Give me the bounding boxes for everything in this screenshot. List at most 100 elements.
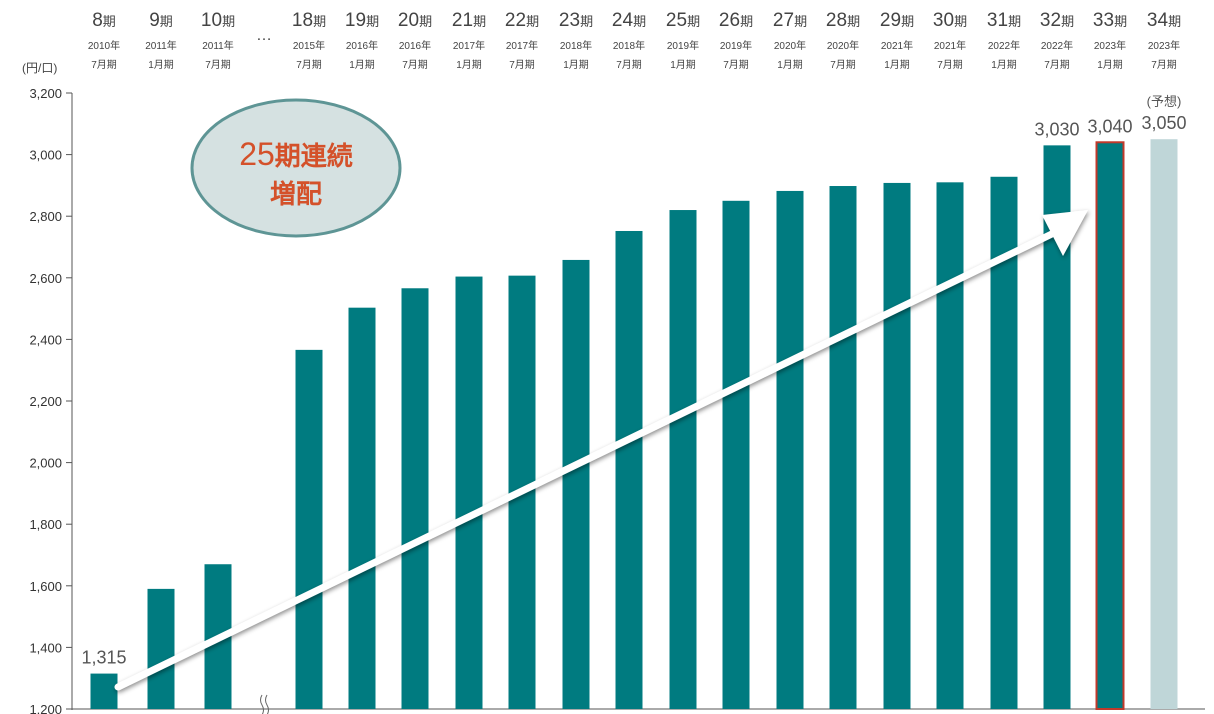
svg-text:25期連続: 25期連続 (239, 136, 353, 172)
period-suffix: 期 (103, 14, 116, 29)
period-suffix: 期 (313, 14, 326, 29)
period-month: 1月期 (884, 59, 910, 71)
bar (455, 276, 483, 709)
period-label: 32期 (1040, 10, 1074, 31)
period-label: 31期 (987, 10, 1021, 31)
period-number: 34 (1147, 10, 1169, 31)
period-suffix: 期 (580, 14, 593, 29)
period-month: 7月期 (402, 59, 428, 71)
y-tick-label: 2,400 (29, 332, 62, 347)
growth-arrow (114, 210, 1088, 691)
period-number: 23 (559, 10, 580, 31)
forecast-note: (予想) (1147, 94, 1182, 109)
period-suffix: 期 (687, 14, 700, 29)
period-suffix: 期 (901, 14, 914, 29)
period-number: 9 (149, 10, 160, 31)
period-number: 8 (92, 10, 103, 31)
period-suffix: 期 (1168, 14, 1181, 29)
period-number: 32 (1040, 10, 1061, 31)
period-suffix: 期 (954, 14, 967, 29)
period-number: 20 (398, 10, 419, 31)
bar-forecast (1150, 139, 1178, 709)
period-month: 1月期 (349, 59, 375, 71)
period-number: 18 (292, 10, 313, 31)
period-number: 31 (987, 10, 1008, 31)
bar (883, 182, 911, 709)
bar (147, 588, 175, 709)
bar (90, 673, 118, 709)
period-number: 10 (201, 10, 222, 31)
bar (295, 349, 323, 709)
period-year: 2019年 (720, 39, 752, 52)
y-axis-ticks: 1,200 1,400 1,600 1,800 2,000 2,200 2,400 2,600… (29, 86, 72, 714)
period-suffix: 期 (473, 14, 486, 29)
period-number: 21 (452, 10, 473, 31)
period-suffix: 期 (526, 14, 539, 29)
period-label: 34期 (1147, 10, 1181, 31)
period-year: 2023年 (1094, 39, 1126, 52)
period-number: 27 (773, 10, 794, 31)
period-suffix: 期 (847, 14, 860, 29)
bars-group (90, 139, 1178, 710)
period-suffix: 期 (1061, 14, 1074, 29)
period-year: 2010年 (88, 39, 120, 52)
bar-highlighted (1095, 141, 1125, 710)
badge-number: 25 (239, 136, 275, 172)
badge-text-line1: 期連続 (275, 141, 353, 171)
period-number: 26 (719, 10, 740, 31)
period-year: 2017年 (506, 39, 538, 52)
period-label: 33期 (1093, 10, 1127, 31)
period-headers: 8期2010年7月期9期2011年1月期10期2011年7月期18期2015年7… (88, 10, 1181, 71)
period-suffix: 期 (740, 14, 753, 29)
period-month: 7月期 (723, 59, 749, 71)
y-tick-label: 1,800 (29, 517, 62, 532)
bar (615, 230, 643, 709)
y-tick-label: 2,000 (29, 456, 62, 471)
period-label: 27期 (773, 10, 807, 31)
bar (829, 186, 857, 710)
period-number: 24 (612, 10, 634, 31)
period-number: 25 (666, 10, 687, 31)
period-year: 2011年 (145, 39, 177, 52)
period-number: 29 (880, 10, 901, 31)
period-year: 2011年 (202, 39, 234, 52)
period-suffix: 期 (222, 14, 235, 29)
badge-ellipse (190, 98, 402, 238)
value-labels: 1,315 3,030 3,040 3,050 (81, 113, 1186, 667)
y-tick-label: 2,800 (29, 209, 62, 224)
period-label: 21期 (452, 10, 486, 31)
period-year: 2021年 (934, 39, 966, 52)
period-year: 2021年 (881, 39, 913, 52)
period-year: 2016年 (399, 39, 431, 52)
period-year: 2018年 (613, 39, 645, 52)
period-label: 26期 (719, 10, 753, 31)
value-label: 3,050 (1141, 113, 1186, 133)
period-year: 2016年 (346, 39, 378, 52)
period-label: 23期 (559, 10, 593, 31)
y-tick-label: 2,200 (29, 394, 62, 409)
bar (990, 176, 1018, 709)
axis-break-icon (260, 694, 269, 714)
period-label: 18期 (292, 10, 326, 31)
period-label: 29期 (880, 10, 914, 31)
period-year: 2020年 (827, 39, 859, 52)
bar (936, 182, 964, 709)
period-label: 25期 (666, 10, 700, 31)
period-label: 9期 (149, 10, 173, 31)
period-number: 30 (933, 10, 954, 31)
period-year: 2015年 (293, 39, 325, 52)
period-label: 20期 (398, 10, 432, 31)
bar (348, 307, 376, 709)
period-label: 22期 (505, 10, 539, 31)
period-number: 19 (345, 10, 366, 31)
bar (401, 288, 429, 709)
period-label: 8期 (92, 10, 116, 31)
period-year: 2022年 (1041, 39, 1073, 52)
y-tick-label: 2,600 (29, 271, 62, 286)
period-suffix: 期 (419, 14, 432, 29)
period-month: 7月期 (205, 59, 231, 71)
y-tick-label: 1,400 (29, 640, 62, 655)
period-label: 10期 (201, 10, 235, 31)
bar (669, 210, 697, 710)
